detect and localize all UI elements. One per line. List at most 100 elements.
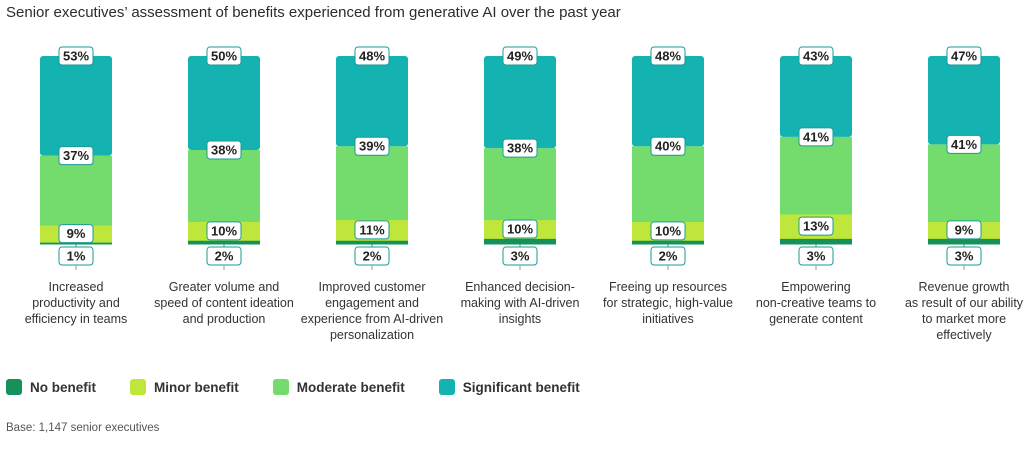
data-label-minor-benefit-1-box bbox=[58, 224, 94, 244]
bar-no-benefit-3 bbox=[336, 240, 408, 245]
data-label-significant-benefit-1: 53% bbox=[63, 49, 89, 64]
data-label-significant-benefit-4-box bbox=[502, 46, 538, 66]
data-label-minor-benefit-6: 13% bbox=[803, 219, 829, 234]
category-label-line: for strategic, high-value bbox=[603, 296, 733, 310]
bar-moderate-benefit-5 bbox=[632, 146, 704, 222]
data-label-significant-benefit-6-box bbox=[798, 46, 834, 66]
bar-moderate-benefit-2 bbox=[188, 150, 260, 222]
data-label-moderate-benefit-3: 39% bbox=[359, 139, 385, 154]
category-label-line: generate content bbox=[769, 312, 863, 326]
data-label-moderate-benefit-5: 40% bbox=[655, 139, 681, 154]
data-label-moderate-benefit-5-box bbox=[650, 136, 686, 156]
data-label-moderate-benefit-7-box bbox=[946, 134, 982, 154]
bar-moderate-benefit-4 bbox=[484, 148, 556, 221]
bar-no-benefit-5 bbox=[632, 240, 704, 245]
stacked-bar-chart: 1% 9% 37% 53% Increased productivity and effic… bbox=[25, 46, 1024, 342]
category-label-line: Greater volume and bbox=[169, 280, 280, 294]
legend-swatch-moderate-benefit bbox=[272, 379, 289, 395]
data-label-moderate-benefit-7: 41% bbox=[951, 137, 977, 152]
data-label-no-benefit-3: 2% bbox=[363, 249, 382, 264]
data-label-no-benefit-5: 2% bbox=[659, 249, 678, 264]
data-label-moderate-benefit-1-box bbox=[58, 146, 94, 166]
category-label-7: Revenue growth as result of our ability to… bbox=[905, 280, 1024, 342]
data-label-moderate-benefit-4: 38% bbox=[507, 141, 533, 156]
category-label-1: Increased productivity and efficiency in t… bbox=[25, 280, 128, 326]
data-label-significant-benefit-3-box bbox=[354, 46, 390, 66]
data-label-significant-benefit-7-box bbox=[946, 46, 982, 66]
legend-swatch-minor-benefit bbox=[130, 379, 146, 395]
category-label-line: Improved customer bbox=[319, 280, 426, 294]
data-label-significant-benefit-5: 48% bbox=[655, 49, 681, 64]
bar-no-benefit-2 bbox=[188, 240, 260, 245]
chart-title: Senior executives’ assessment of benefit… bbox=[6, 4, 621, 21]
data-label-moderate-benefit-2: 38% bbox=[211, 143, 237, 158]
category-label-4: Enhanced decision-making with AI-driven i… bbox=[461, 280, 580, 326]
category-label-line: to market more bbox=[922, 312, 1006, 326]
bar-significant-benefit-2 bbox=[188, 56, 260, 150]
category-label-line: personalization bbox=[330, 328, 414, 342]
bar-moderate-benefit-7 bbox=[928, 144, 1000, 222]
data-label-no-benefit-4: 3% bbox=[511, 249, 530, 264]
data-label-minor-benefit-3-box bbox=[354, 220, 390, 240]
bar-significant-benefit-4 bbox=[484, 56, 556, 149]
bar-no-benefit-7 bbox=[928, 238, 1000, 245]
bar-no-benefit-6 bbox=[780, 238, 852, 245]
legend-swatch-no-benefit bbox=[6, 379, 22, 395]
bar-moderate-benefit-3 bbox=[336, 146, 408, 221]
data-label-moderate-benefit-6: 41% bbox=[803, 129, 829, 144]
category-label-line: effectively bbox=[936, 328, 992, 342]
category-label-line: Increased bbox=[49, 280, 104, 294]
data-label-minor-benefit-4: 10% bbox=[507, 221, 533, 236]
chart-legend: No benefit Minor benefit Moderate benefi… bbox=[6, 379, 614, 395]
data-label-minor-benefit-7-box bbox=[946, 220, 982, 240]
data-label-minor-benefit-2: 10% bbox=[211, 223, 237, 238]
data-label-significant-benefit-6: 43% bbox=[803, 49, 829, 64]
legend-label-minor-benefit: Minor benefit bbox=[154, 379, 239, 395]
data-label-minor-benefit-1: 9% bbox=[67, 226, 86, 241]
data-label-minor-benefit-7: 9% bbox=[955, 222, 974, 237]
category-label-line: non-creative teams to bbox=[756, 296, 876, 310]
bar-moderate-benefit-6 bbox=[780, 136, 852, 215]
bar-significant-benefit-5 bbox=[632, 56, 704, 147]
data-label-minor-benefit-3: 11% bbox=[359, 222, 385, 237]
data-label-significant-benefit-3: 48% bbox=[359, 49, 385, 64]
category-label-line: experience from AI-driven bbox=[301, 312, 443, 326]
category-label-line: making with AI-driven bbox=[461, 296, 580, 310]
category-label-line: engagement and bbox=[325, 296, 419, 310]
data-label-significant-benefit-4: 49% bbox=[507, 49, 533, 64]
data-label-significant-benefit-2-box bbox=[206, 46, 242, 66]
data-label-moderate-benefit-3-box bbox=[354, 136, 390, 156]
data-label-no-benefit-7: 3% bbox=[955, 249, 974, 264]
data-label-minor-benefit-6-box bbox=[798, 216, 834, 236]
category-label-2: Greater volume and speed of content ideat… bbox=[154, 280, 294, 326]
category-label-6: Empowering non-creative teams to generate … bbox=[756, 280, 876, 326]
bar-significant-benefit-1 bbox=[40, 56, 112, 156]
bar-significant-benefit-3 bbox=[336, 56, 408, 147]
legend-item-no-benefit: No benefit bbox=[6, 379, 96, 395]
category-label-line: Revenue growth bbox=[918, 280, 1009, 294]
data-label-minor-benefit-5: 10% bbox=[655, 223, 681, 238]
category-label-line: speed of content ideation bbox=[154, 296, 294, 310]
data-label-significant-benefit-2: 50% bbox=[211, 49, 237, 64]
bar-no-benefit-1 bbox=[40, 242, 112, 245]
data-label-moderate-benefit-2-box bbox=[206, 140, 242, 160]
data-label-significant-benefit-7: 47% bbox=[951, 49, 977, 64]
bar-significant-benefit-7 bbox=[928, 56, 1000, 145]
category-label-line: Enhanced decision- bbox=[465, 280, 575, 294]
data-label-no-benefit-2: 2% bbox=[215, 249, 234, 264]
legend-item-significant-benefit: Significant benefit bbox=[438, 379, 580, 395]
data-label-no-benefit-1: 1% bbox=[67, 249, 86, 264]
data-label-no-benefit-6: 3% bbox=[807, 249, 826, 264]
legend-item-minor-benefit: Minor benefit bbox=[130, 379, 239, 395]
data-label-minor-benefit-2-box bbox=[206, 221, 242, 241]
data-label-moderate-benefit-4-box bbox=[502, 138, 538, 158]
category-label-line: Empowering bbox=[781, 280, 851, 294]
category-label-line: productivity and bbox=[32, 296, 120, 310]
bar-moderate-benefit-1 bbox=[40, 155, 112, 226]
legend-label-moderate-benefit: Moderate benefit bbox=[296, 379, 405, 395]
legend-label-no-benefit: No benefit bbox=[30, 379, 96, 395]
legend-swatch-significant-benefit bbox=[438, 379, 455, 395]
data-label-moderate-benefit-6-box bbox=[798, 127, 834, 147]
data-label-minor-benefit-4-box bbox=[502, 219, 538, 239]
category-label-line: initiatives bbox=[642, 312, 693, 326]
